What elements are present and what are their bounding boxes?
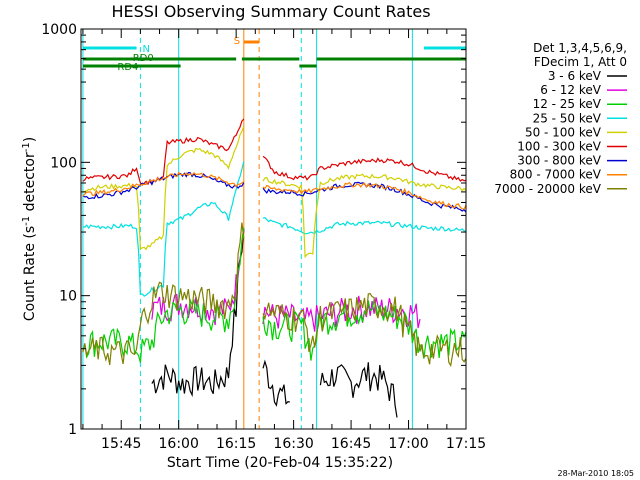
legend-label: 25 - 50 keV xyxy=(533,111,602,125)
legend-label: 100 - 300 keV xyxy=(517,140,601,154)
y-axis-label-part: ) xyxy=(22,137,38,142)
x-axis: 15:45 16:00 16:15 16:30 16:45 17:00 17:15 xyxy=(82,29,486,452)
state-bar-label: RD0 xyxy=(133,53,154,64)
state-bar-label: RD4 xyxy=(117,62,138,73)
y-tick-label: 1000 xyxy=(41,22,77,38)
x-tick-label: 17:00 xyxy=(388,436,428,452)
legend-label: 300 - 800 keV xyxy=(517,154,601,168)
series-line xyxy=(151,229,398,418)
state-bar-label: S xyxy=(234,36,240,47)
series-line xyxy=(82,126,467,259)
series-line xyxy=(82,171,467,210)
x-tick-label: 16:00 xyxy=(159,436,199,452)
series-line xyxy=(82,222,467,368)
y-axis-label-sup: -1 xyxy=(21,216,32,226)
series-layer xyxy=(82,118,467,418)
y-axis-label: Count Rate (s-1 detector-1) xyxy=(21,137,38,321)
series-line xyxy=(82,118,467,186)
series-line xyxy=(151,229,421,332)
legend-header-line: FDecim 1, Att 0 xyxy=(534,55,627,69)
legend-label: 7000 - 20000 keV xyxy=(494,182,601,196)
chart-title: HESSI Observing Summary Count Rates xyxy=(111,2,430,21)
y-tick-label: 10 xyxy=(59,289,77,305)
legend-label: 6 - 12 keV xyxy=(540,83,602,97)
legend: Det 1,3,4,5,6,9, FDecim 1, Att 0 3 - 6 k… xyxy=(494,41,627,196)
y-axis-label-part: detector xyxy=(22,152,38,216)
y-axis-label-part: Count Rate (s xyxy=(22,226,38,321)
x-tick-label: 16:30 xyxy=(273,436,313,452)
series-line xyxy=(82,161,467,297)
state-bar-label: N xyxy=(143,44,150,55)
x-tick-label: 17:15 xyxy=(446,436,486,452)
mode-change-lines xyxy=(82,29,467,429)
legend-header-line: Det 1,3,4,5,6,9, xyxy=(533,41,627,55)
legend-label: 800 - 7000 keV xyxy=(510,168,602,182)
y-axis: 1 10 100 1000 xyxy=(41,22,466,438)
x-tick-label: 15:45 xyxy=(101,436,141,452)
x-tick-label: 16:15 xyxy=(216,436,256,452)
x-axis-label: Start Time (20-Feb-04 15:35:22) xyxy=(167,455,393,471)
y-axis-label-sup: -1 xyxy=(21,142,32,152)
y-tick-label: 1 xyxy=(68,422,77,438)
legend-label: 3 - 6 keV xyxy=(548,69,602,83)
footer-timestamp: 28-Mar-2010 18:05 xyxy=(558,469,635,478)
x-tick-label: 16:45 xyxy=(331,436,371,452)
plot-frame xyxy=(80,28,467,430)
legend-label: 50 - 100 keV xyxy=(525,125,602,139)
legend-label: 12 - 25 keV xyxy=(533,97,602,111)
y-tick-label: 100 xyxy=(50,155,77,171)
